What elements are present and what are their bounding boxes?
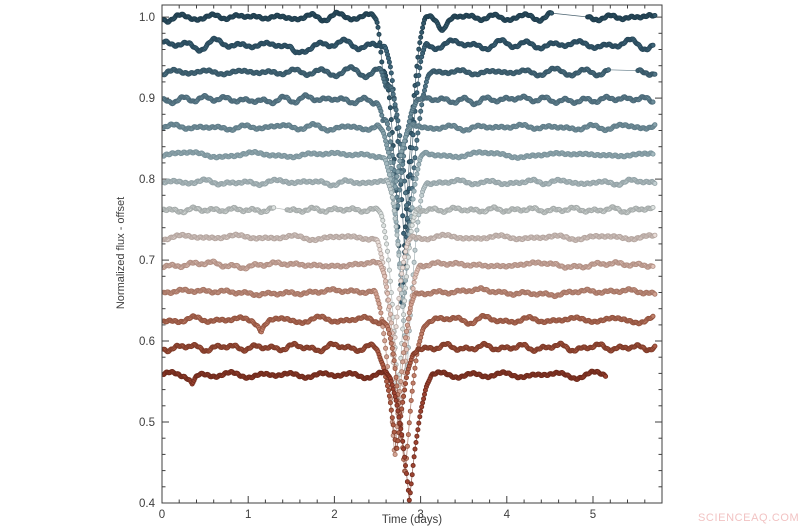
light-curve-series	[162, 312, 656, 474]
y-axis-label: Normalized flux - offset	[115, 196, 127, 310]
light-curve-series	[162, 9, 658, 305]
y-tick-label: 1.0	[139, 12, 155, 24]
x-tick-label: 3	[417, 509, 423, 521]
light-curve-series	[162, 368, 609, 503]
light-curve-series	[162, 92, 656, 209]
light-curve-series	[162, 340, 658, 451]
x-tick-label: 0	[159, 509, 165, 521]
light-curve-series	[162, 121, 658, 190]
light-curve-series	[162, 204, 656, 403]
x-axis-label: Time (days)	[381, 514, 443, 526]
y-tick-label: 0.7	[139, 255, 155, 267]
x-tick-label: 4	[504, 509, 511, 521]
axis-ticks	[161, 5, 662, 504]
y-tick-label: 0.4	[139, 498, 156, 510]
light-curves	[162, 9, 658, 503]
light-curve-series	[162, 176, 658, 373]
y-tick-label: 0.9	[139, 93, 155, 105]
y-tick-label: 0.6	[139, 336, 155, 348]
tick-labels: 0 1 2 3 4 5 0.4 0.5 0.6 0.7 0.8 0.9 1.0	[139, 12, 596, 521]
x-tick-label: 2	[331, 509, 337, 521]
watermark: SCIENCEAQ.COM	[698, 512, 800, 524]
x-tick-label: 5	[590, 509, 596, 521]
x-tick-label: 1	[245, 509, 251, 521]
plot-frame	[161, 4, 663, 504]
y-tick-label: 0.5	[139, 417, 155, 429]
light-curve-series	[162, 258, 656, 442]
y-tick-label: 0.8	[139, 174, 155, 186]
light-curve-series	[162, 35, 656, 257]
light-curve-series	[162, 285, 658, 457]
light-curve-series	[162, 64, 658, 234]
light-curve-series	[162, 231, 658, 365]
